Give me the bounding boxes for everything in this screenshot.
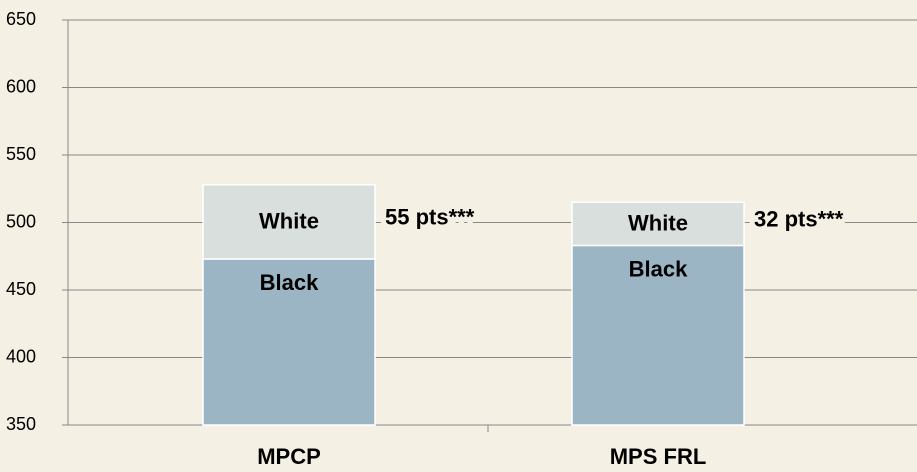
segment-name: White	[628, 211, 688, 236]
x-tick-label: MPCP	[257, 444, 321, 469]
x-tick-label: MPS FRL	[610, 444, 707, 469]
y-tick-label: 400	[6, 346, 36, 366]
segment-name: Black	[260, 270, 319, 295]
segment-name: White	[259, 209, 319, 234]
value-label: 55 pts***	[385, 205, 475, 230]
bar-segment	[202, 258, 376, 426]
bar-segment	[202, 183, 376, 260]
y-tick-label: 600	[6, 76, 36, 96]
y-tick-label: 450	[6, 279, 36, 299]
y-tick-label: 650	[6, 9, 36, 29]
y-tick-label: 500	[6, 211, 36, 231]
bar-segment	[571, 244, 745, 426]
segment-name: Black	[629, 256, 688, 281]
y-tick-label: 550	[6, 144, 36, 164]
bar-segment	[571, 201, 745, 247]
value-label: 32 pts***	[754, 207, 844, 232]
y-tick-label: 350	[6, 414, 36, 434]
